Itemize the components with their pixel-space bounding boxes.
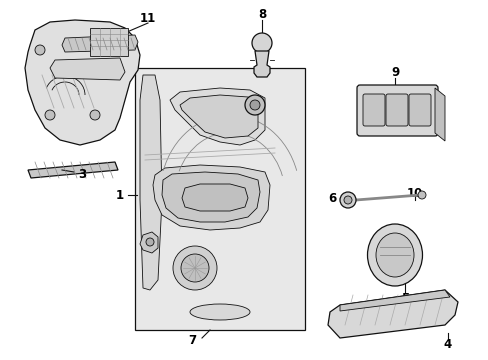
Polygon shape xyxy=(25,20,140,145)
Circle shape xyxy=(249,100,260,110)
Text: 4: 4 xyxy=(443,338,451,351)
Text: 5: 5 xyxy=(400,292,408,305)
Text: 11: 11 xyxy=(140,12,156,24)
Circle shape xyxy=(343,196,351,204)
Text: 9: 9 xyxy=(390,66,398,78)
Bar xyxy=(135,68,305,330)
FancyBboxPatch shape xyxy=(362,94,384,126)
FancyBboxPatch shape xyxy=(356,85,437,136)
Ellipse shape xyxy=(367,224,422,286)
Circle shape xyxy=(251,33,271,53)
Circle shape xyxy=(146,238,154,246)
Circle shape xyxy=(173,246,217,290)
Polygon shape xyxy=(140,75,162,290)
Polygon shape xyxy=(170,88,264,145)
Polygon shape xyxy=(434,88,444,141)
Polygon shape xyxy=(153,165,269,230)
Ellipse shape xyxy=(375,233,413,277)
Ellipse shape xyxy=(190,304,249,320)
Polygon shape xyxy=(182,184,247,211)
Polygon shape xyxy=(162,172,260,222)
Circle shape xyxy=(417,191,425,199)
Circle shape xyxy=(244,95,264,115)
Text: 8: 8 xyxy=(257,8,265,21)
Text: 6: 6 xyxy=(327,192,335,204)
Circle shape xyxy=(339,192,355,208)
Circle shape xyxy=(35,45,45,55)
Bar xyxy=(90,28,128,56)
Text: 2: 2 xyxy=(214,95,222,108)
Text: 10: 10 xyxy=(406,186,422,199)
Polygon shape xyxy=(50,58,125,80)
Polygon shape xyxy=(28,162,118,178)
Polygon shape xyxy=(180,95,258,138)
FancyBboxPatch shape xyxy=(385,94,407,126)
FancyBboxPatch shape xyxy=(408,94,430,126)
Text: 3: 3 xyxy=(78,167,86,180)
Polygon shape xyxy=(339,290,449,311)
Circle shape xyxy=(45,110,55,120)
Polygon shape xyxy=(253,51,269,77)
Text: 1: 1 xyxy=(116,189,124,202)
Circle shape xyxy=(90,110,100,120)
Circle shape xyxy=(181,254,208,282)
Polygon shape xyxy=(327,290,457,338)
Polygon shape xyxy=(62,35,138,52)
Text: 7: 7 xyxy=(187,333,196,346)
Polygon shape xyxy=(140,232,158,253)
